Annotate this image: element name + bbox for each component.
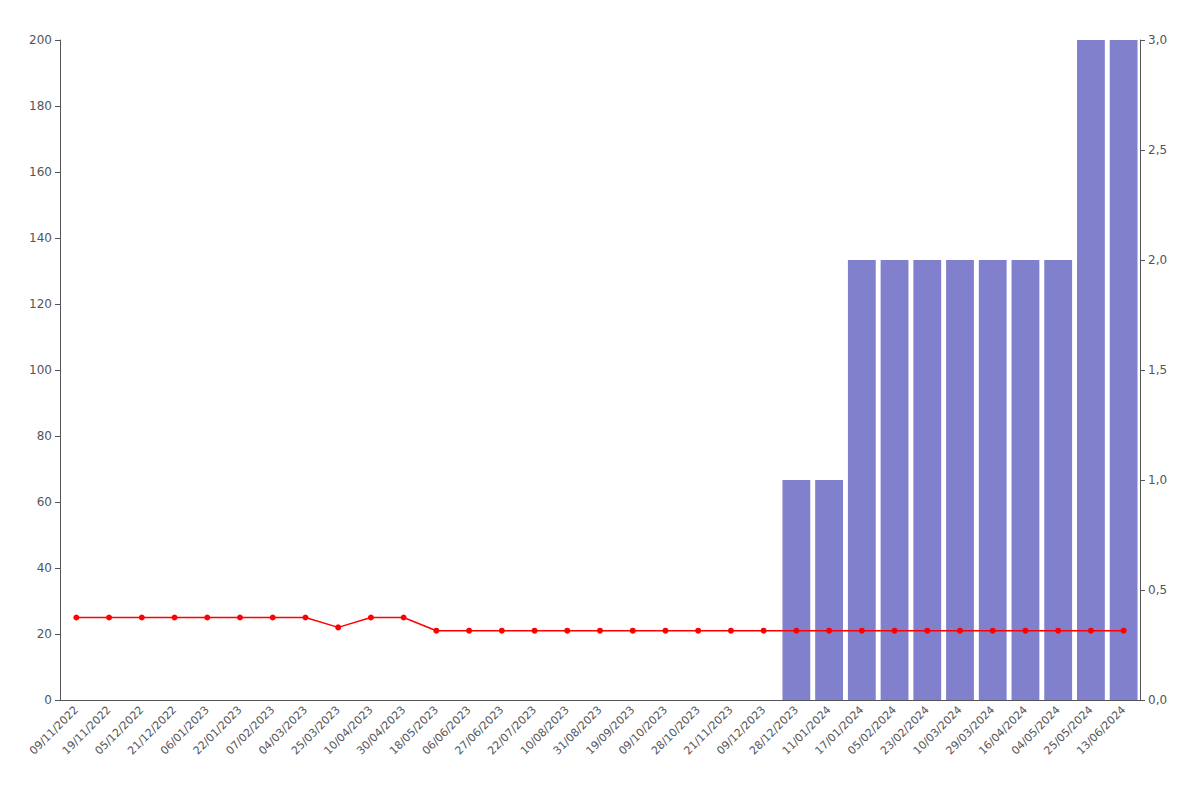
svg-text:25/03/2023: 25/03/2023 bbox=[288, 703, 343, 758]
svg-text:31/08/2023: 31/08/2023 bbox=[550, 703, 605, 758]
svg-text:1,5: 1,5 bbox=[1148, 363, 1167, 377]
svg-text:27/06/2023: 27/06/2023 bbox=[452, 703, 507, 758]
svg-text:29/03/2024: 29/03/2024 bbox=[943, 703, 998, 758]
svg-text:0: 0 bbox=[44, 693, 52, 707]
svg-text:25/05/2024: 25/05/2024 bbox=[1041, 703, 1096, 758]
svg-text:10/08/2023: 10/08/2023 bbox=[517, 703, 572, 758]
svg-text:160: 160 bbox=[29, 165, 52, 179]
svg-text:30/04/2023: 30/04/2023 bbox=[354, 703, 409, 758]
svg-text:06/06/2023: 06/06/2023 bbox=[419, 703, 474, 758]
svg-text:180: 180 bbox=[29, 99, 52, 113]
svg-text:17/01/2024: 17/01/2024 bbox=[812, 703, 867, 758]
svg-text:22/07/2023: 22/07/2023 bbox=[485, 703, 540, 758]
svg-text:2,5: 2,5 bbox=[1148, 143, 1167, 157]
svg-text:09/10/2023: 09/10/2023 bbox=[616, 703, 671, 758]
svg-text:07/02/2023: 07/02/2023 bbox=[223, 703, 278, 758]
svg-text:11/01/2024: 11/01/2024 bbox=[779, 703, 834, 758]
svg-text:04/03/2023: 04/03/2023 bbox=[256, 703, 311, 758]
svg-text:2,0: 2,0 bbox=[1148, 253, 1167, 267]
svg-text:13/06/2024: 13/06/2024 bbox=[1074, 703, 1128, 757]
svg-text:40: 40 bbox=[37, 561, 52, 575]
svg-text:1,0: 1,0 bbox=[1148, 473, 1167, 487]
svg-text:16/04/2024: 16/04/2024 bbox=[976, 703, 1031, 758]
svg-text:0,0: 0,0 bbox=[1148, 693, 1167, 707]
svg-text:19/09/2023: 19/09/2023 bbox=[583, 703, 638, 758]
svg-text:20: 20 bbox=[37, 627, 52, 641]
svg-text:09/11/2022: 09/11/2022 bbox=[27, 703, 81, 758]
svg-text:06/01/2023: 06/01/2023 bbox=[157, 703, 212, 758]
svg-text:19/11/2022: 19/11/2022 bbox=[59, 703, 114, 758]
svg-text:28/12/2023: 28/12/2023 bbox=[747, 703, 801, 758]
svg-text:140: 140 bbox=[29, 231, 52, 245]
svg-text:80: 80 bbox=[37, 429, 52, 443]
svg-text:10/03/2024: 10/03/2024 bbox=[910, 703, 965, 758]
svg-text:60: 60 bbox=[37, 495, 52, 509]
svg-text:18/05/2023: 18/05/2023 bbox=[387, 703, 441, 758]
svg-text:22/01/2023: 22/01/2023 bbox=[190, 703, 245, 758]
svg-text:23/02/2024: 23/02/2024 bbox=[877, 703, 932, 758]
svg-text:10/04/2023: 10/04/2023 bbox=[321, 703, 376, 758]
svg-text:21/12/2022: 21/12/2022 bbox=[125, 703, 180, 758]
svg-text:05/12/2022: 05/12/2022 bbox=[92, 703, 147, 758]
svg-text:3,0: 3,0 bbox=[1148, 33, 1167, 47]
svg-text:120: 120 bbox=[29, 297, 52, 311]
svg-text:200: 200 bbox=[29, 33, 52, 47]
svg-text:28/10/2023: 28/10/2023 bbox=[648, 703, 703, 758]
svg-text:0,5: 0,5 bbox=[1148, 583, 1167, 597]
svg-text:04/05/2024: 04/05/2024 bbox=[1008, 703, 1063, 758]
svg-text:05/02/2024: 05/02/2024 bbox=[845, 703, 900, 758]
svg-text:100: 100 bbox=[29, 363, 52, 377]
svg-text:21/11/2023: 21/11/2023 bbox=[681, 703, 736, 758]
svg-text:09/12/2023: 09/12/2023 bbox=[714, 703, 769, 758]
